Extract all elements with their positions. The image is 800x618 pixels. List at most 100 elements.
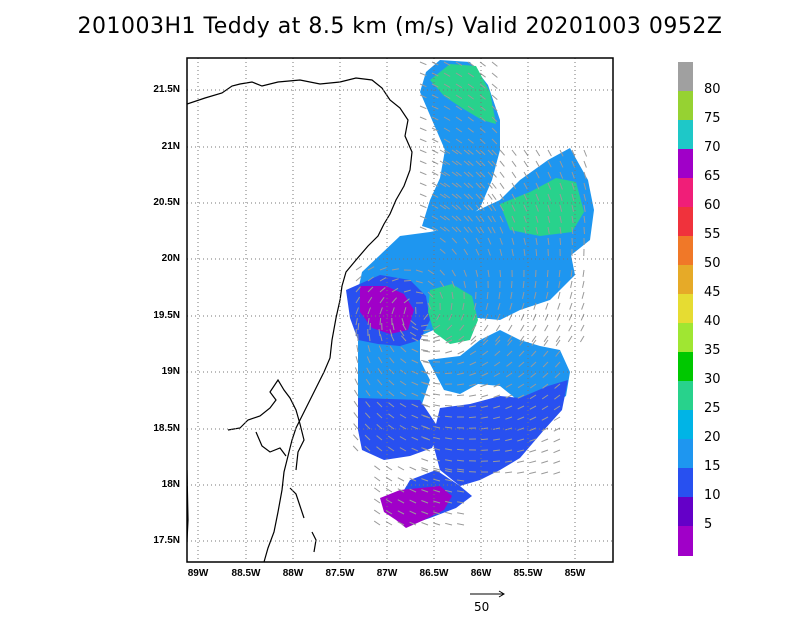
wind-vector — [403, 298, 410, 304]
wind-vector — [388, 379, 395, 386]
wind-vector — [545, 302, 549, 310]
wind-vector — [556, 313, 561, 321]
wind-vector — [463, 171, 470, 177]
wind-vector — [451, 149, 459, 155]
wind-vector — [355, 276, 362, 282]
wind-vector — [499, 149, 505, 156]
wind-vector — [433, 324, 441, 330]
wind-vector — [439, 291, 444, 299]
wind-vector — [390, 334, 395, 342]
wind-vector — [433, 467, 441, 471]
wind-vector — [399, 425, 407, 430]
wind-vector — [443, 94, 451, 99]
wind-vector — [391, 278, 399, 282]
wind-vector — [446, 324, 453, 331]
wind-vector — [495, 335, 501, 342]
wind-vector — [487, 149, 494, 156]
wind-vector — [419, 83, 427, 88]
wind-vector — [392, 323, 395, 331]
wind-vector — [530, 383, 537, 389]
wind-vector — [451, 248, 457, 255]
wind-vector — [419, 72, 427, 77]
colorbar-label: 15 — [704, 459, 721, 474]
wind-vector — [554, 372, 561, 379]
wind-swath — [346, 60, 594, 528]
wind-vector — [445, 448, 453, 451]
lat-label: 21N — [161, 141, 180, 152]
wind-vector — [531, 339, 537, 346]
wind-vector — [533, 302, 537, 310]
wind-vector — [457, 512, 465, 515]
wind-vector — [451, 193, 458, 199]
wind-vector — [469, 361, 477, 366]
wind-vector — [517, 460, 525, 463]
wind-vector — [443, 127, 451, 132]
wind-vector — [580, 313, 585, 321]
wind-vector — [555, 350, 561, 357]
wind-vector — [455, 160, 462, 166]
wind-vector — [533, 291, 537, 299]
wind-vector — [509, 302, 513, 310]
wind-vector — [431, 204, 439, 209]
wind-vector — [353, 400, 359, 408]
wind-vector — [475, 215, 481, 222]
wind-vector — [411, 414, 419, 419]
wind-vector — [495, 324, 501, 332]
wind-vector — [421, 469, 429, 473]
colorbar-swatch — [678, 149, 693, 179]
wind-vector — [463, 215, 470, 222]
wind-vector — [580, 324, 585, 332]
colorbar-swatch — [678, 410, 693, 440]
wind-vector — [463, 204, 470, 211]
wind-vector — [397, 466, 405, 471]
wind-vector — [535, 171, 540, 179]
wind-vector — [419, 215, 427, 220]
wind-vector — [491, 72, 498, 78]
wind-vector — [511, 215, 516, 223]
wind-vector — [535, 160, 540, 168]
wind-vector — [423, 371, 431, 375]
wind-vector — [445, 339, 453, 344]
wind-vector — [517, 394, 525, 399]
wind-vector — [419, 193, 427, 198]
wind-vector — [553, 416, 561, 421]
wind-vector — [427, 269, 435, 275]
wind-vector — [475, 237, 480, 245]
wind-vector — [481, 416, 489, 419]
wind-vector — [487, 160, 494, 167]
wind-vector — [491, 127, 498, 134]
colorbar-label: 70 — [704, 140, 721, 155]
wind-vector — [487, 248, 491, 256]
wind-vector — [387, 446, 395, 452]
wind-vector — [422, 340, 431, 342]
wind-vector — [439, 182, 447, 188]
wind-vector — [460, 313, 465, 321]
colorbar-swatch — [678, 294, 693, 324]
wind-vector — [547, 182, 552, 190]
lon-label: 86.5W — [419, 568, 449, 579]
colorbar-swatch — [678, 381, 693, 411]
wind-vector — [455, 83, 463, 89]
colorbar-label: 35 — [704, 343, 721, 358]
wind-vector — [505, 427, 513, 431]
colorbar-swatch — [678, 236, 693, 266]
gridlines — [187, 58, 613, 562]
wind-vector — [374, 487, 381, 493]
lat-label: 21.5N — [153, 84, 180, 95]
wind-vector — [444, 405, 453, 407]
wind-vector — [505, 394, 513, 399]
wind-vector — [507, 335, 513, 342]
wind-vector — [409, 510, 417, 515]
wind-vector — [523, 204, 528, 212]
wind-vector — [431, 193, 439, 198]
colorbar-swatch — [678, 468, 693, 498]
wind-vector — [529, 427, 537, 432]
wind-vector — [479, 72, 486, 78]
lon-label: 87.5W — [325, 568, 355, 579]
wind-vector — [568, 313, 573, 321]
wind-vector — [411, 447, 419, 452]
wind-vector — [545, 291, 549, 299]
wind-vector — [364, 412, 371, 419]
wind-vector — [479, 127, 486, 133]
wind-vector — [510, 291, 513, 299]
